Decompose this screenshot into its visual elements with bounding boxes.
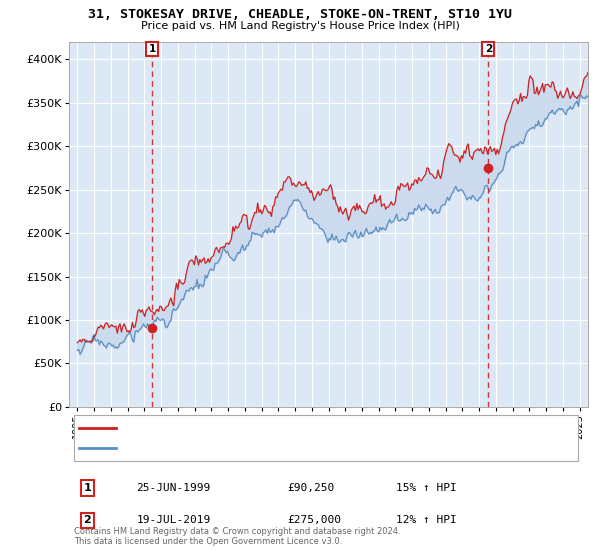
Text: 19-JUL-2019: 19-JUL-2019 [136,515,211,525]
Text: Contains HM Land Registry data © Crown copyright and database right 2024.
This d: Contains HM Land Registry data © Crown c… [74,526,401,546]
Text: 2: 2 [485,44,492,54]
FancyBboxPatch shape [74,416,578,461]
Text: 1: 1 [83,483,91,493]
Text: Price paid vs. HM Land Registry's House Price Index (HPI): Price paid vs. HM Land Registry's House … [140,21,460,31]
Text: £275,000: £275,000 [287,515,341,525]
Text: 31, STOKESAY DRIVE, CHEADLE, STOKE-ON-TRENT, ST10 1YU: 31, STOKESAY DRIVE, CHEADLE, STOKE-ON-TR… [88,8,512,21]
Text: 12% ↑ HPI: 12% ↑ HPI [396,515,457,525]
Text: 25-JUN-1999: 25-JUN-1999 [136,483,211,493]
Text: 31, STOKESAY DRIVE, CHEADLE, STOKE-ON-TRENT, ST10 1YU (detached house): 31, STOKESAY DRIVE, CHEADLE, STOKE-ON-TR… [121,423,509,433]
Text: £90,250: £90,250 [287,483,334,493]
Text: HPI: Average price, detached house, Staffordshire Moorlands: HPI: Average price, detached house, Staf… [121,443,418,453]
Text: 2: 2 [83,515,91,525]
Text: 1: 1 [149,44,156,54]
Text: 15% ↑ HPI: 15% ↑ HPI [396,483,457,493]
